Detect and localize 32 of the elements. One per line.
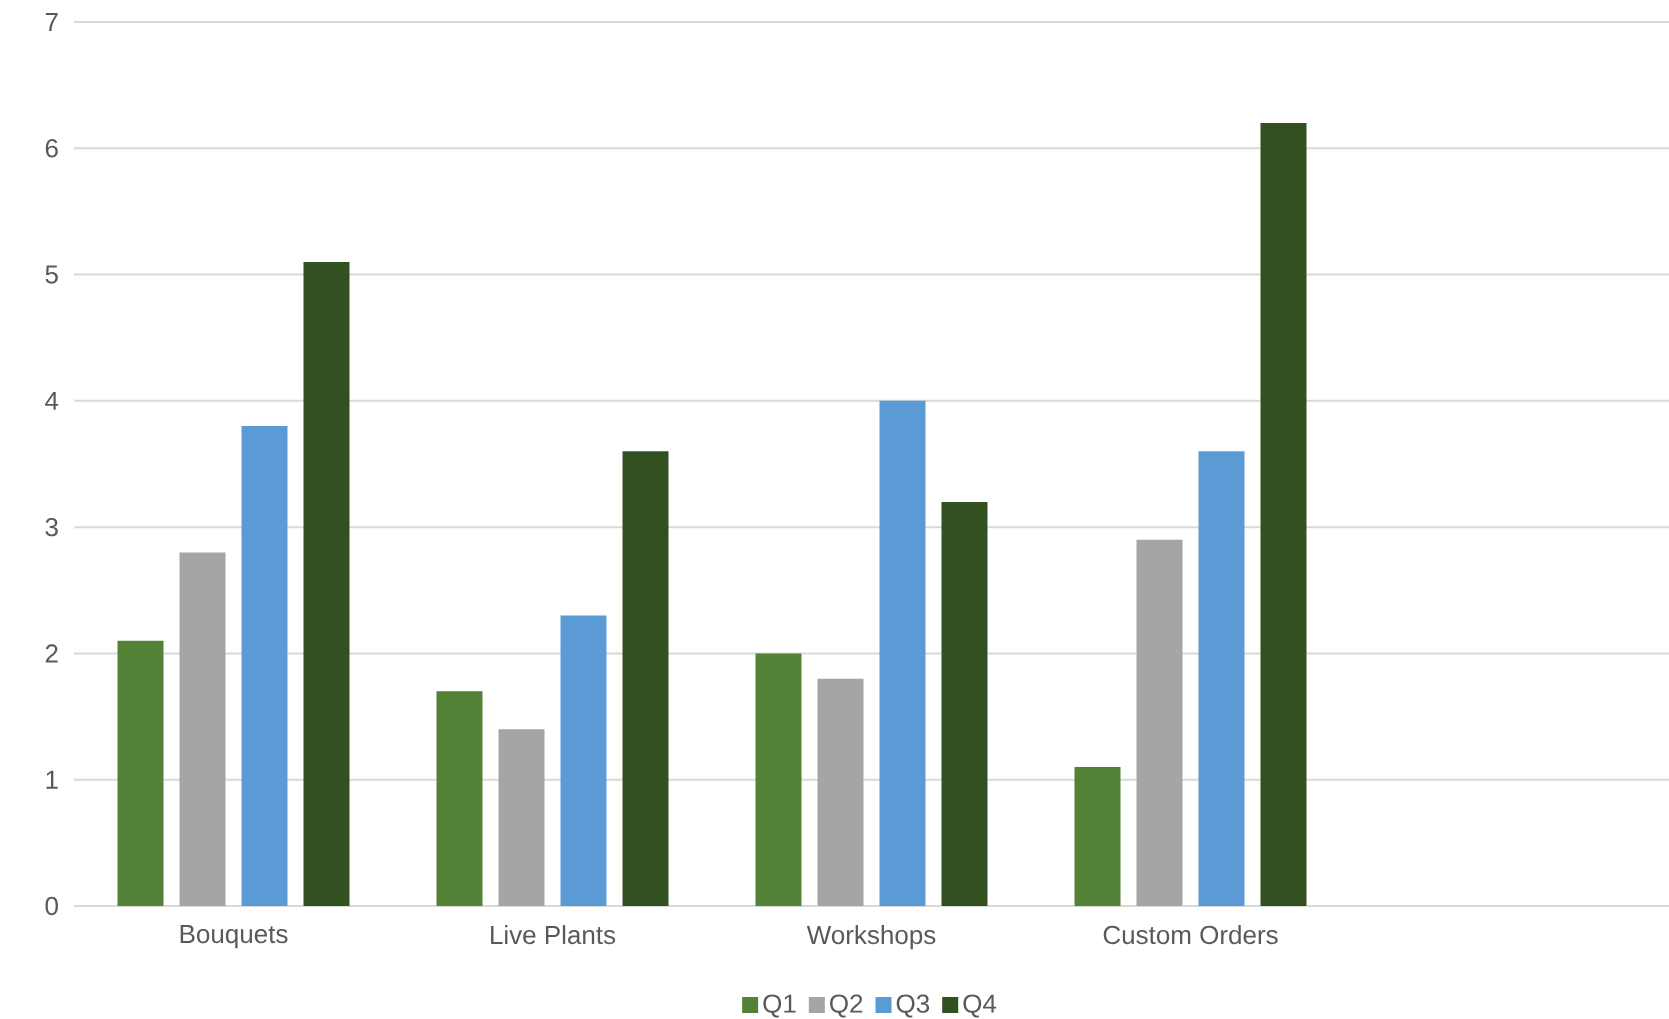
bar xyxy=(941,501,988,906)
y-tick-label: 4 xyxy=(45,391,59,410)
bar xyxy=(436,691,483,906)
legend-label: Q3 xyxy=(896,994,930,1018)
bar xyxy=(879,400,926,906)
x-tick-label: Live Plants xyxy=(491,925,616,945)
bar xyxy=(117,640,164,906)
y-tick-label: 0 xyxy=(45,896,58,916)
bar xyxy=(1260,123,1307,906)
legend-label: Q4 xyxy=(963,994,997,1018)
bar xyxy=(1074,767,1121,906)
bar xyxy=(622,451,669,906)
y-tick-label: 1 xyxy=(46,770,58,789)
bar xyxy=(1136,539,1183,906)
x-tick-label: Bouquets xyxy=(180,925,288,949)
bar xyxy=(755,653,802,906)
bar xyxy=(560,615,607,906)
x-tick-label: Custom Orders xyxy=(1103,925,1278,945)
y-tick-label: 5 xyxy=(45,265,58,284)
y-tick-label: 7 xyxy=(45,13,58,31)
x-tick-label: Workshops xyxy=(806,925,936,950)
legend-label: Q2 xyxy=(830,994,863,1018)
bar xyxy=(1198,451,1245,906)
legend-label: Q1 xyxy=(763,994,796,1018)
bar xyxy=(303,261,350,906)
bar xyxy=(498,729,545,906)
bar xyxy=(241,426,288,906)
y-tick-label: 6 xyxy=(45,139,58,158)
y-tick-label: 2 xyxy=(45,644,58,663)
bar xyxy=(817,678,864,906)
bar xyxy=(179,552,226,906)
y-tick-label: 3 xyxy=(45,517,58,537)
